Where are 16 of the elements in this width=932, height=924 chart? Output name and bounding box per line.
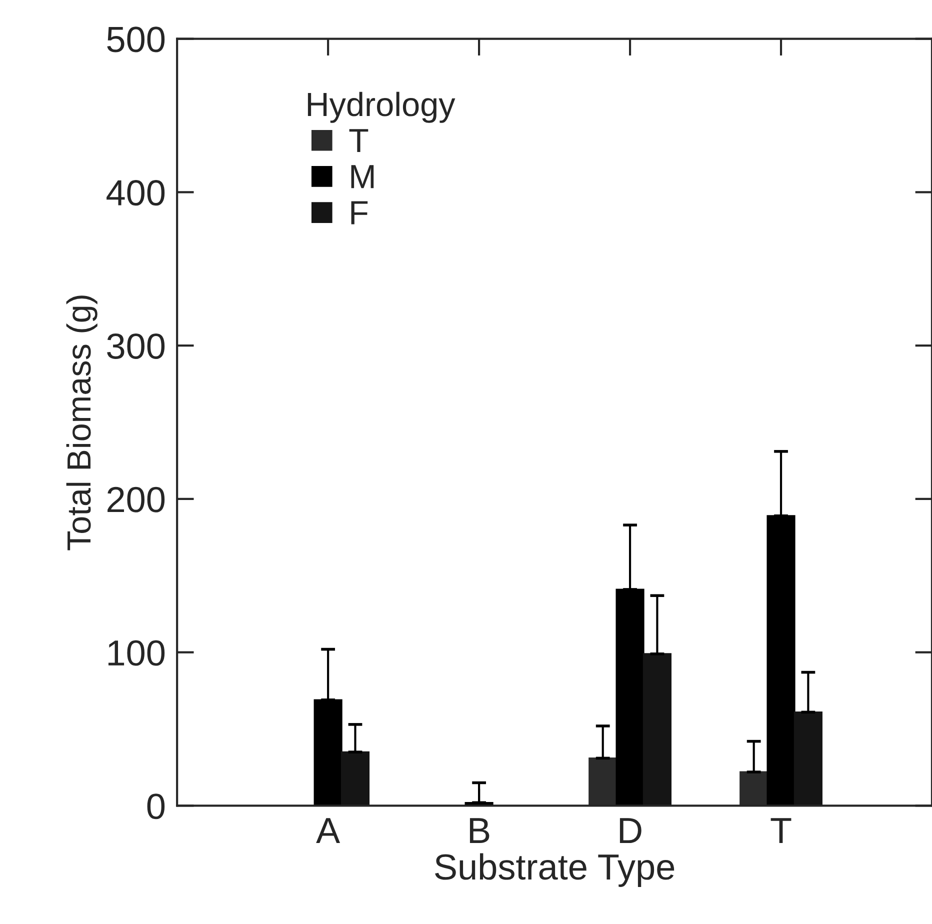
x-axis-title: Substrate Type [435, 853, 674, 887]
x-tick-label: B [470, 818, 490, 844]
y-tick-label: 200 [108, 486, 165, 512]
x-tick-label: D [620, 818, 642, 844]
y-tick-label: 500 [107, 26, 165, 52]
x-tick-label: A [316, 818, 340, 844]
legend-label: T [349, 129, 368, 152]
y-tick-label: 100 [108, 640, 165, 666]
x-tick-label: T [770, 818, 792, 844]
y-axis-title: Total Biomass (g) [66, 296, 98, 550]
legend-label: F [351, 201, 368, 224]
legend-title: Hydrology [308, 92, 456, 123]
y-tick-label: 300 [107, 333, 165, 360]
y-tick-label: 400 [106, 180, 165, 206]
legend-label: M [351, 165, 374, 188]
y-tick-label: 0 [147, 794, 165, 820]
